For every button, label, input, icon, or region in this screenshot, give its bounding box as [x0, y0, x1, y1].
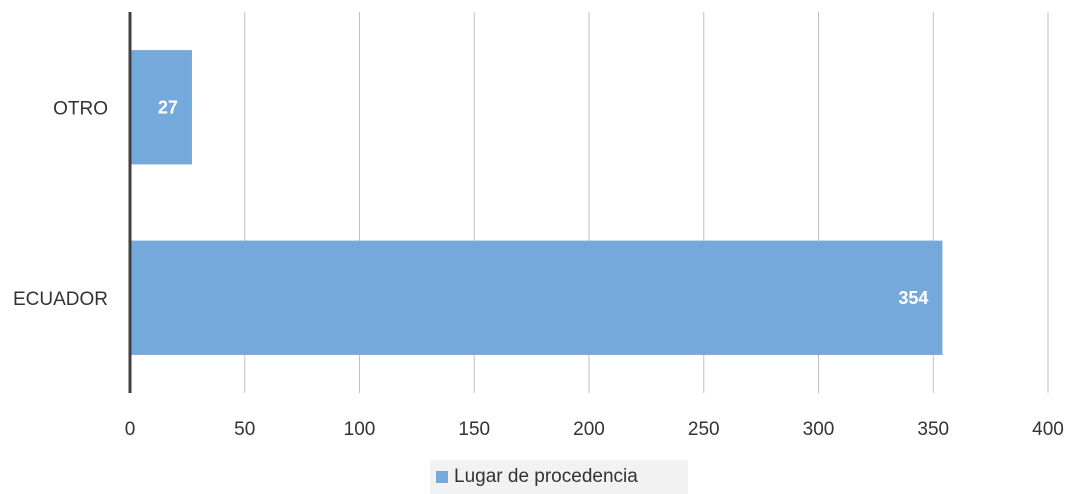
data-label-ecuador: 354 [898, 288, 928, 308]
x-tick-label: 200 [573, 419, 605, 440]
x-tick-label: 100 [344, 419, 376, 440]
data-label-otro: 27 [158, 97, 178, 117]
category-label-ecuador: ECUADOR [13, 289, 108, 310]
x-tick-label: 250 [688, 419, 720, 440]
x-tick-label: 300 [803, 419, 835, 440]
legend-swatch [436, 471, 448, 483]
bars [130, 50, 943, 355]
x-tick-label: 350 [917, 419, 949, 440]
data-labels: 27 354 [158, 97, 928, 308]
x-tick-label: 400 [1032, 419, 1064, 440]
x-tick-label: 0 [125, 419, 136, 440]
bar-otro [130, 50, 192, 165]
x-tick-labels: 0 50 100 150 200 250 300 350 400 [125, 419, 1064, 440]
legend-label: Lugar de procedencia [454, 466, 638, 487]
x-tick-label: 150 [458, 419, 490, 440]
bar-ecuador [130, 240, 943, 355]
x-tick-label: 50 [234, 419, 255, 440]
legend: Lugar de procedencia [430, 460, 688, 494]
gridlines [244, 12, 1049, 393]
category-label-otro: OTRO [53, 98, 108, 119]
category-labels: OTRO ECUADOR [13, 98, 108, 310]
